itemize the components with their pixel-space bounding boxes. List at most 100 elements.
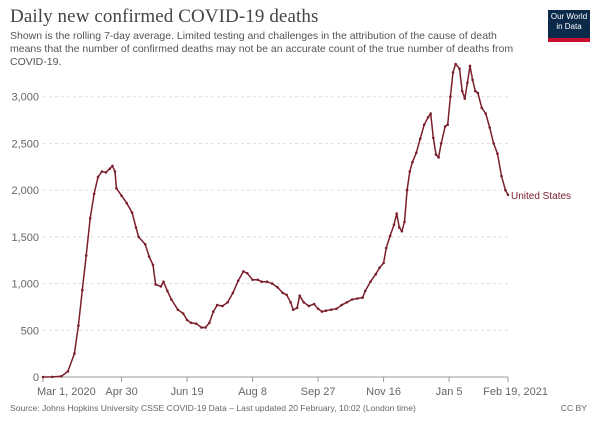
data-point — [134, 226, 138, 229]
data-point — [506, 193, 510, 197]
data-point — [302, 301, 306, 304]
data-point — [356, 297, 359, 300]
data-point — [400, 230, 404, 233]
data-point — [251, 278, 254, 282]
data-point — [181, 312, 185, 315]
y-tick-label: 0 — [33, 372, 39, 384]
data-point — [340, 303, 343, 307]
data-point — [488, 126, 492, 129]
data-point — [426, 116, 430, 119]
chart-title: Daily new confirmed COVID-19 deaths — [10, 6, 319, 27]
data-point — [84, 254, 88, 257]
data-point — [316, 307, 320, 311]
data-point — [384, 246, 388, 250]
data-point — [73, 352, 76, 355]
data-point — [388, 234, 392, 238]
data-point — [312, 302, 316, 306]
data-point — [468, 64, 472, 68]
data-point — [151, 263, 155, 267]
data-point — [496, 152, 499, 155]
x-tick-label: Jan 5 — [436, 386, 463, 398]
data-point — [295, 306, 299, 310]
data-point — [195, 322, 198, 326]
data-point — [363, 289, 367, 293]
x-tick-label: Mar 1, 2020 — [37, 386, 96, 398]
data-point — [458, 67, 461, 70]
data-point — [361, 296, 364, 299]
data-point — [374, 272, 378, 276]
data-point — [120, 194, 123, 197]
x-tick-label: Apr 30 — [105, 386, 137, 398]
data-point — [474, 89, 477, 93]
series-label-united-states: United States — [511, 191, 571, 202]
data-point — [392, 223, 396, 226]
data-point — [154, 283, 157, 286]
data-point — [115, 187, 118, 190]
data-point — [285, 293, 288, 297]
data-point — [432, 136, 435, 140]
data-point — [162, 280, 165, 284]
data-point — [147, 255, 151, 258]
data-point — [130, 211, 134, 214]
data-point — [378, 266, 381, 270]
data-point — [466, 81, 469, 84]
x-tick-label: Nov 16 — [366, 386, 401, 398]
data-point — [398, 226, 401, 229]
data-point — [176, 308, 180, 312]
y-tick-label: 1,500 — [11, 232, 39, 244]
data-point — [335, 307, 338, 311]
data-point — [289, 301, 292, 304]
data-point — [50, 375, 54, 379]
data-point — [96, 175, 100, 179]
data-point — [382, 261, 385, 265]
data-point — [41, 375, 45, 379]
labels: 0 500 1,000 1,500 2,000 2,500 3,000 Mar 1, 2020… — [11, 92, 571, 398]
data-point — [92, 192, 96, 196]
x-tick-label: Aug 8 — [238, 386, 267, 398]
data-point — [395, 212, 399, 215]
data-point — [429, 112, 433, 115]
logo-line-2: in Data — [556, 21, 582, 31]
axes — [42, 376, 509, 382]
data-point — [270, 282, 274, 285]
data-point — [215, 303, 219, 307]
data-point — [81, 288, 84, 292]
data-point — [265, 280, 269, 284]
data-point — [418, 137, 422, 141]
data-point — [480, 106, 484, 110]
data-point — [460, 89, 464, 93]
data-point — [476, 91, 480, 95]
data-point — [104, 171, 108, 174]
data-point — [411, 160, 414, 164]
data-point — [212, 310, 215, 313]
data-point — [276, 286, 279, 289]
data-point — [307, 304, 311, 308]
data-point — [204, 326, 207, 329]
data-point — [189, 321, 193, 325]
data-point — [137, 235, 140, 239]
data-point — [185, 318, 189, 322]
data-point — [484, 112, 488, 115]
owid-logo[interactable]: Our World in Data — [548, 10, 590, 42]
data-point — [221, 304, 224, 308]
data-point — [369, 280, 372, 284]
data-point — [256, 278, 260, 282]
series-layer — [41, 62, 510, 379]
data-point — [443, 125, 447, 128]
data-point — [324, 309, 328, 313]
y-tick-label: 2,500 — [11, 138, 39, 150]
data-point — [345, 301, 349, 304]
data-point — [463, 97, 467, 100]
data-point — [200, 326, 203, 329]
data-point — [454, 62, 457, 66]
data-point — [242, 270, 245, 273]
data-point — [500, 174, 503, 178]
data-point — [471, 78, 474, 82]
data-point — [415, 151, 418, 155]
data-point — [403, 220, 406, 224]
grid-lines — [43, 96, 508, 331]
data-point — [236, 279, 240, 283]
data-point — [143, 243, 147, 246]
license-link[interactable]: CC BY — [560, 403, 587, 413]
